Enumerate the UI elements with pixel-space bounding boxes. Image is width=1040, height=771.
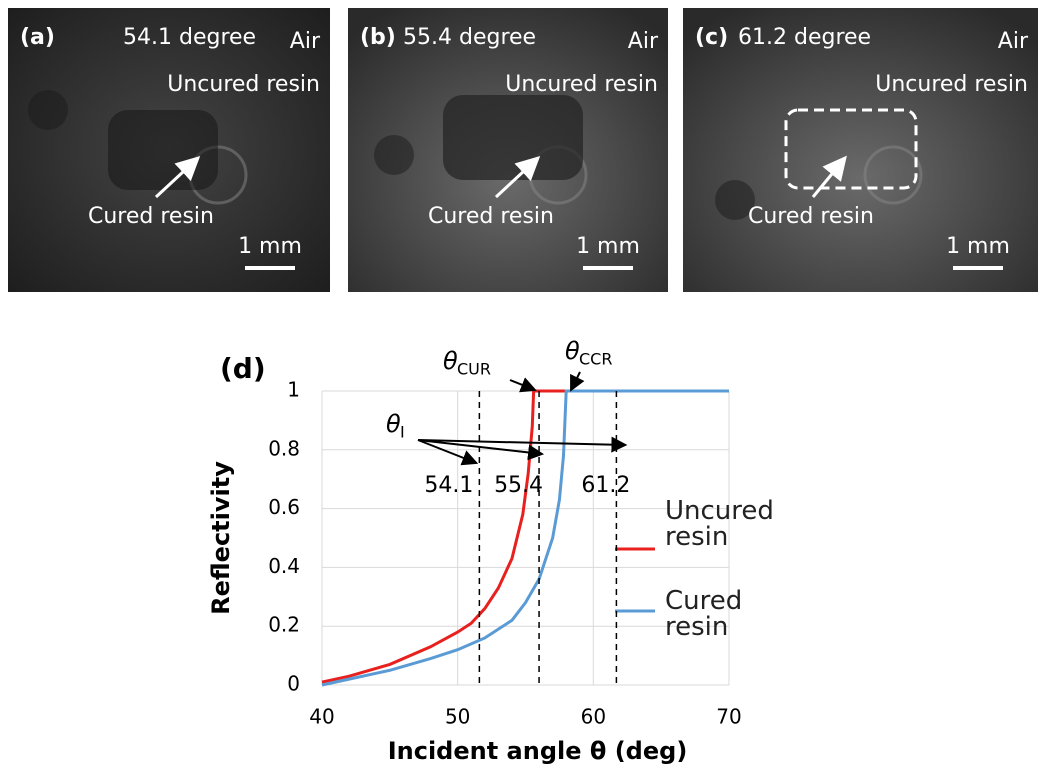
cured-region: [108, 110, 218, 190]
bubble: [374, 135, 414, 175]
y-tick-label: 0.4: [268, 554, 300, 578]
panel-label: (a): [20, 25, 55, 50]
y-tick-label: 1: [287, 378, 300, 402]
scale-label: 1 mm: [238, 234, 302, 259]
uncured-label: Uncured resin: [167, 72, 320, 97]
uncured-label: Uncured resin: [875, 72, 1028, 97]
panel-label: (c): [695, 25, 728, 50]
x-axis-label: Incident angle θ (deg): [388, 737, 688, 765]
x-tick-label: 70: [716, 705, 741, 729]
angle-label: 54.1 degree: [123, 25, 256, 50]
uncured-label: Uncured resin: [505, 72, 658, 97]
marker-label: 61.2: [581, 473, 630, 498]
air-label: Air: [628, 29, 659, 54]
annotation-sub: I: [400, 423, 405, 442]
page: {"panels":[ {"label":"(a)","angle":"54.1…: [0, 0, 1040, 771]
angle-label: 55.4 degree: [403, 25, 536, 50]
annotation-symbol: θ: [386, 410, 401, 438]
air-label: Air: [290, 29, 321, 54]
scale-label: 1 mm: [576, 234, 640, 259]
marker-label: 55.4: [494, 473, 543, 498]
scale-label: 1 mm: [946, 234, 1010, 259]
chart-title: (d): [220, 352, 266, 385]
legend-label: Cured resin: [665, 588, 795, 640]
annotation-sub: CUR: [457, 360, 491, 379]
bubble: [28, 90, 68, 130]
x-tick-label: 40: [309, 705, 334, 729]
cured-label: Cured resin: [88, 204, 214, 229]
y-tick-label: 0.2: [268, 613, 300, 637]
air-label: Air: [998, 29, 1029, 54]
annotation-arrow: [571, 372, 580, 390]
y-tick-label: 0.8: [268, 436, 300, 460]
y-axis-label: Reflectivity: [207, 461, 235, 615]
y-tick-label: 0.6: [268, 495, 300, 519]
annotation-arrow: [510, 380, 535, 390]
x-tick-label: 60: [581, 705, 606, 729]
legend-label: Uncured resin: [665, 498, 795, 550]
panel-label: (b): [360, 25, 396, 50]
y-tick-label: 0: [287, 672, 300, 696]
angle-label: 61.2 degree: [738, 25, 871, 50]
annotation-symbol: θ: [443, 347, 458, 375]
cured-region: [443, 95, 583, 180]
annotation-sub: CCR: [579, 350, 612, 369]
cured-label: Cured resin: [428, 204, 554, 229]
x-tick-label: 50: [445, 705, 470, 729]
marker-label: 54.1: [424, 473, 473, 498]
figure: (a) 54.1 degree Air Uncured resin Cured resi…: [0, 0, 1040, 771]
cured-label: Cured resin: [748, 204, 874, 229]
annotation-symbol: θ: [565, 337, 580, 365]
